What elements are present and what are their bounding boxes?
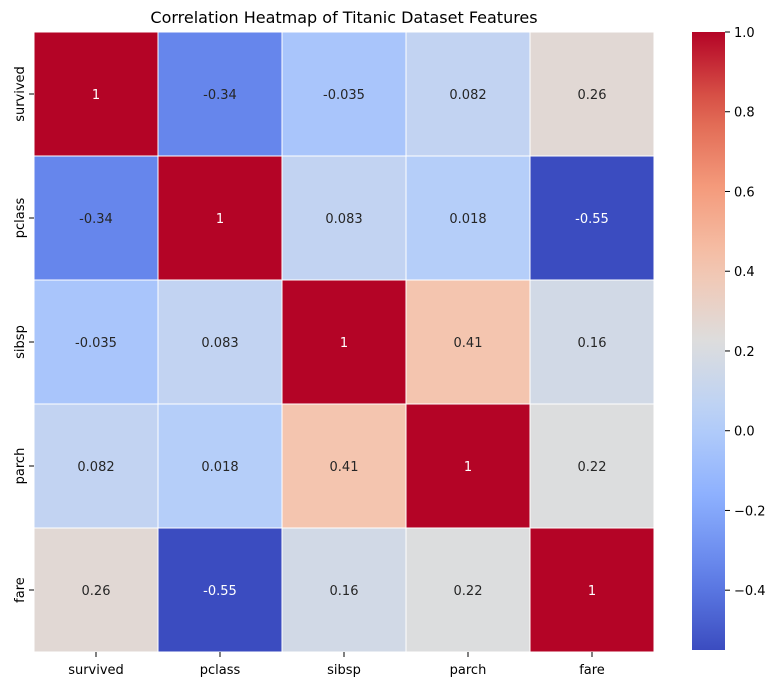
cell-value-label: 1 [340, 336, 348, 351]
cell-value-label: -0.035 [75, 336, 117, 351]
cell-value-label: -0.34 [203, 88, 237, 103]
cell-value-label: 0.26 [82, 584, 111, 599]
cell-value-label: 0.083 [201, 336, 238, 351]
y-tick-label: sibsp [13, 325, 28, 359]
colorbar-tick-label: −0.4 [734, 584, 766, 599]
colorbar-tick-label: 0.4 [734, 265, 755, 280]
cell-value-label: 1 [588, 584, 596, 599]
heatmap-cell [281, 403, 407, 529]
x-axis: survived pclass sibsp parch fare [68, 652, 605, 678]
heatmap-cell [529, 155, 655, 281]
heatmap-cell [529, 279, 655, 405]
heatmap-cell [157, 403, 283, 529]
cell-value-label: 0.082 [449, 88, 486, 103]
cell-value-label: 0.018 [201, 460, 238, 475]
x-tick-label: survived [68, 663, 124, 678]
cell-value-label: 0.018 [449, 212, 486, 227]
cell-value-label: 1 [216, 212, 224, 227]
x-tick-label: fare [579, 663, 605, 678]
cell-value-label: 0.26 [578, 88, 607, 103]
colorbar-tick-label: 0.8 [734, 106, 755, 121]
cell-value-label: 0.22 [454, 584, 483, 599]
cell-value-label: -0.55 [203, 584, 237, 599]
heatmap-cell [529, 31, 655, 157]
cell-value-label: 0.41 [330, 460, 359, 475]
heatmap-cell [405, 31, 531, 157]
heatmap-cell [157, 527, 283, 653]
heatmap-cell [529, 527, 655, 653]
cell-value-label: 1 [92, 88, 100, 103]
cell-value-label: 0.083 [325, 212, 362, 227]
colorbar: −0.4 −0.2 0.0 0.2 0.4 0.6 0.8 1.0 [692, 26, 766, 650]
heatmap-cell [281, 155, 407, 281]
heatmap-cell [281, 31, 407, 157]
heatmap-cell [33, 31, 159, 157]
cell-value-label: 0.16 [330, 584, 359, 599]
heatmap-cell [281, 279, 407, 405]
heatmap-cell [529, 403, 655, 529]
heatmap-cells: 1 -0.34 -0.035 0.082 0.26 -0.34 1 0.083 0.018 -0.… [33, 31, 655, 653]
heatmap-cell [33, 155, 159, 281]
cell-value-label: 1 [464, 460, 472, 475]
x-tick-label: sibsp [327, 663, 361, 678]
heatmap-cell [281, 527, 407, 653]
heatmap-cell [33, 527, 159, 653]
colorbar-tick-label: 1.0 [734, 26, 755, 41]
x-tick-label: parch [450, 663, 487, 678]
colorbar-tick-label: −0.2 [734, 504, 766, 519]
cell-value-label: 0.082 [77, 460, 114, 475]
cell-value-label: -0.035 [323, 88, 365, 103]
cell-value-label: 0.16 [578, 336, 607, 351]
colorbar-tick-label: 0.6 [734, 185, 755, 200]
y-tick-label: pclass [13, 198, 28, 239]
heatmap-cell [405, 279, 531, 405]
cell-value-label: 0.41 [454, 336, 483, 351]
y-tick-label: survived [13, 66, 28, 122]
cell-value-label: -0.34 [79, 212, 113, 227]
y-axis: survived pclass sibsp parch fare [13, 66, 34, 603]
chart-title: Correlation Heatmap of Titanic Dataset F… [150, 8, 537, 27]
heatmap-cell [157, 279, 283, 405]
x-tick-label: pclass [200, 663, 241, 678]
colorbar-gradient [692, 32, 725, 650]
cell-value-label: -0.55 [575, 212, 609, 227]
colorbar-tick-label: 0.2 [734, 345, 755, 360]
y-tick-label: parch [13, 448, 28, 485]
cell-value-label: 0.22 [578, 460, 607, 475]
colorbar-tick-label: 0.0 [734, 425, 755, 440]
heatmap-cell [405, 403, 531, 529]
heatmap-cell [157, 31, 283, 157]
y-tick-label: fare [13, 577, 28, 603]
